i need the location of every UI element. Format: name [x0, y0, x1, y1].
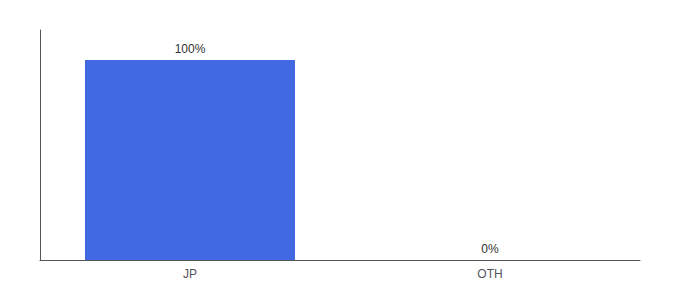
svg-text:JP: JP — [183, 267, 197, 281]
svg-text:0%: 0% — [481, 242, 499, 256]
svg-text:OTH: OTH — [477, 267, 502, 281]
svg-text:100%: 100% — [175, 42, 206, 56]
